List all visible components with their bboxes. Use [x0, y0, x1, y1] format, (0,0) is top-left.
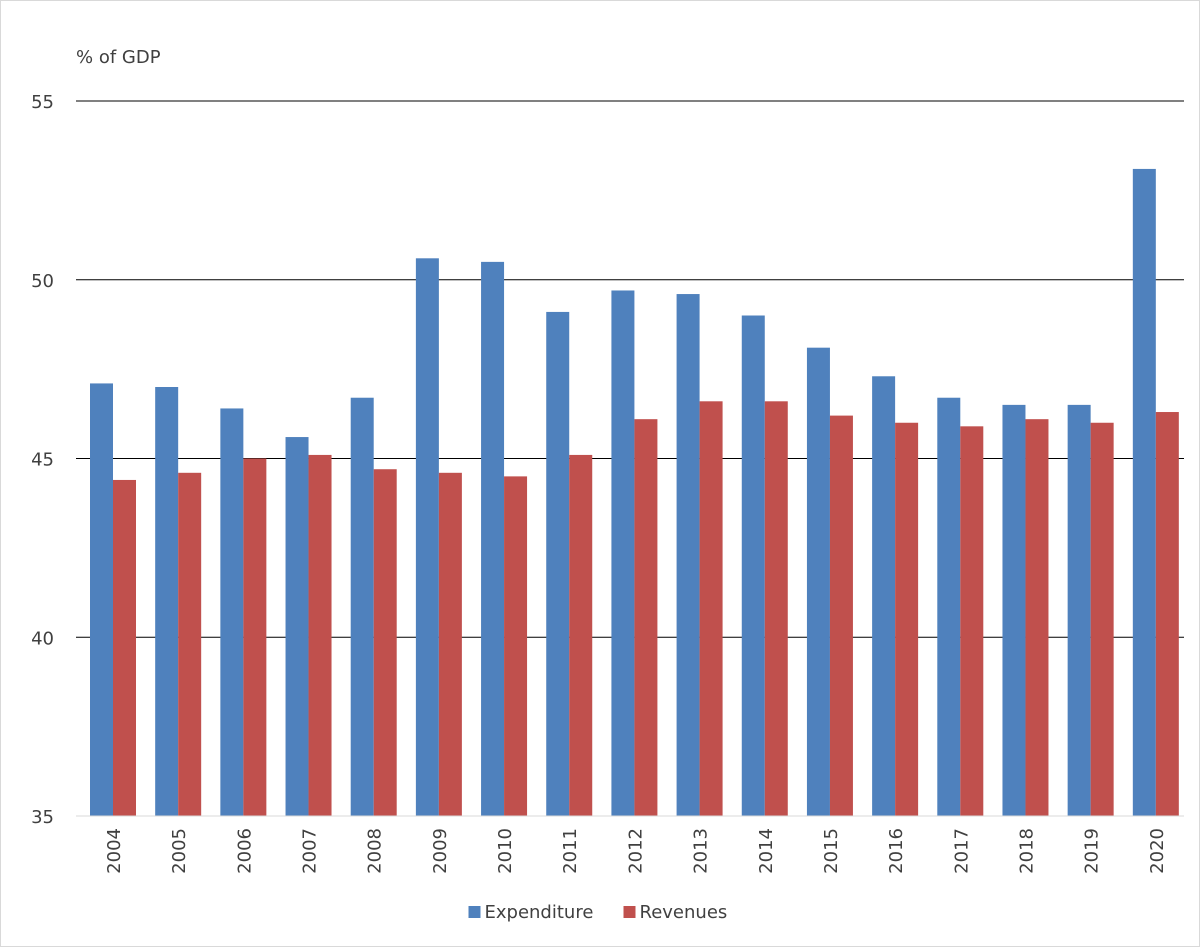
x-tick-label: 2020 — [1147, 828, 1168, 874]
x-tick-label: 2019 — [1082, 828, 1103, 874]
bar-revenues-2014 — [764, 401, 788, 816]
x-tick-label: 2010 — [495, 828, 516, 874]
y-axis-unit-label: % of GDP — [76, 47, 161, 68]
bar-expenditure-2005 — [155, 387, 179, 816]
x-tick-label: 2017 — [951, 828, 972, 874]
bar-expenditure-2012 — [611, 290, 635, 817]
y-tick-label: 50 — [31, 271, 54, 292]
y-tick-label: 55 — [31, 92, 54, 113]
x-tick-label: 2018 — [1016, 828, 1037, 874]
x-tick-label: 2005 — [169, 828, 190, 874]
legend: Expenditure Revenues — [468, 902, 728, 923]
y-tick-label: 40 — [31, 628, 54, 649]
bar-revenues-2020 — [1155, 412, 1179, 816]
x-tick-label: 2008 — [365, 828, 386, 874]
bar-revenues-2019 — [1090, 422, 1114, 816]
y-tick-label: 45 — [31, 450, 54, 471]
bar-expenditure-2009 — [415, 258, 439, 816]
bar-revenues-2006 — [243, 458, 267, 816]
bar-expenditure-2013 — [676, 294, 700, 816]
x-tick-label: 2007 — [300, 828, 321, 874]
bar-revenues-2009 — [438, 472, 462, 816]
bar-expenditure-2016 — [872, 376, 896, 816]
bar-revenues-2008 — [373, 469, 397, 816]
bar-expenditure-2008 — [350, 397, 374, 816]
x-tick-label: 2014 — [756, 828, 777, 874]
x-tick-label: 2012 — [625, 828, 646, 874]
bar-expenditure-2019 — [1067, 404, 1091, 816]
bar-revenues-2012 — [634, 419, 658, 816]
bar-revenues-2018 — [1025, 419, 1049, 816]
bar-expenditure-2004 — [90, 383, 113, 816]
bar-revenues-2013 — [699, 401, 723, 816]
legend-swatch-expenditure — [468, 906, 481, 918]
x-tick-label: 2013 — [691, 828, 712, 874]
x-tick-label: 2006 — [234, 828, 255, 874]
bar-expenditure-2010 — [481, 261, 505, 816]
bar-expenditure-2006 — [220, 408, 244, 816]
y-tick-label: 35 — [31, 807, 54, 828]
bar-revenues-2007 — [308, 454, 332, 816]
x-tick-label: 2009 — [430, 828, 451, 874]
bars — [90, 168, 1179, 817]
legend-label-expenditure: Expenditure — [485, 902, 594, 923]
bar-revenues-2011 — [569, 454, 593, 816]
bar-revenues-2017 — [960, 426, 984, 816]
x-tick-label: 2015 — [821, 828, 842, 874]
bar-expenditure-2007 — [285, 437, 309, 816]
bar-expenditure-2015 — [806, 347, 830, 816]
x-tick-label: 2016 — [886, 828, 907, 874]
bar-expenditure-2014 — [741, 315, 765, 816]
bar-expenditure-2017 — [937, 397, 961, 816]
bar-revenues-2010 — [504, 476, 528, 816]
bar-revenues-2005 — [178, 472, 202, 816]
legend-swatch-revenues — [623, 906, 636, 918]
bar-revenues-2015 — [829, 415, 853, 816]
bar-expenditure-2020 — [1132, 168, 1156, 817]
bar-revenues-2016 — [895, 422, 919, 816]
x-tick-label: 2011 — [560, 828, 581, 874]
legend-label-revenues: Revenues — [640, 902, 728, 923]
x-tick-label: 2004 — [104, 828, 125, 874]
bar-expenditure-2018 — [1002, 404, 1026, 816]
axes: 35 40 45 50 55 2004 2005 2006 2007 2008 2009 2010 20… — [31, 92, 1184, 874]
bar-expenditure-2011 — [546, 311, 570, 816]
bar-revenues-2004 — [113, 479, 136, 816]
